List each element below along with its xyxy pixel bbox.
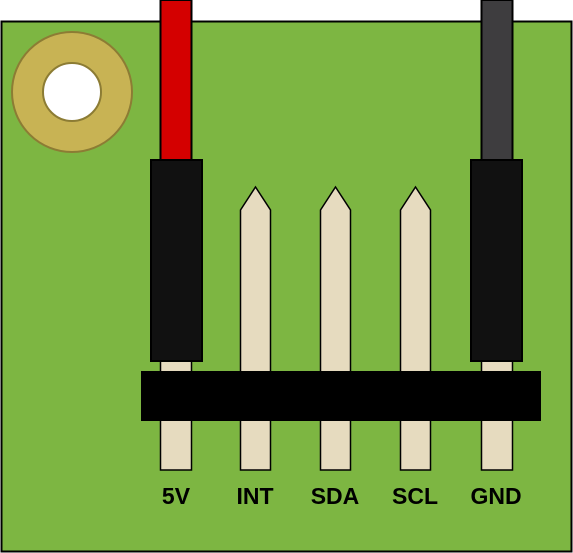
wire-gnd — [480, 0, 514, 171]
pin-label-scl: SCL — [392, 483, 438, 509]
connector-5v — [150, 159, 203, 362]
pin-sda-leg — [319, 185, 352, 471]
pin-scl-leg — [399, 185, 432, 471]
pin-int — [239, 185, 272, 471]
pin-scl — [399, 185, 432, 471]
pin-header-housing — [141, 371, 541, 421]
pin-label-sda: SDA — [311, 483, 360, 509]
mounting-hole-drill — [42, 62, 102, 122]
connector-gnd — [470, 159, 523, 362]
pin-sda — [319, 185, 352, 471]
pin-label-gnd: GND — [470, 483, 521, 509]
pin-label-5v: 5V — [162, 483, 191, 509]
pin-label-int: INT — [236, 483, 273, 509]
pin-int-leg — [239, 185, 272, 471]
mounting-hole — [11, 31, 133, 153]
wire-5v — [159, 0, 193, 171]
